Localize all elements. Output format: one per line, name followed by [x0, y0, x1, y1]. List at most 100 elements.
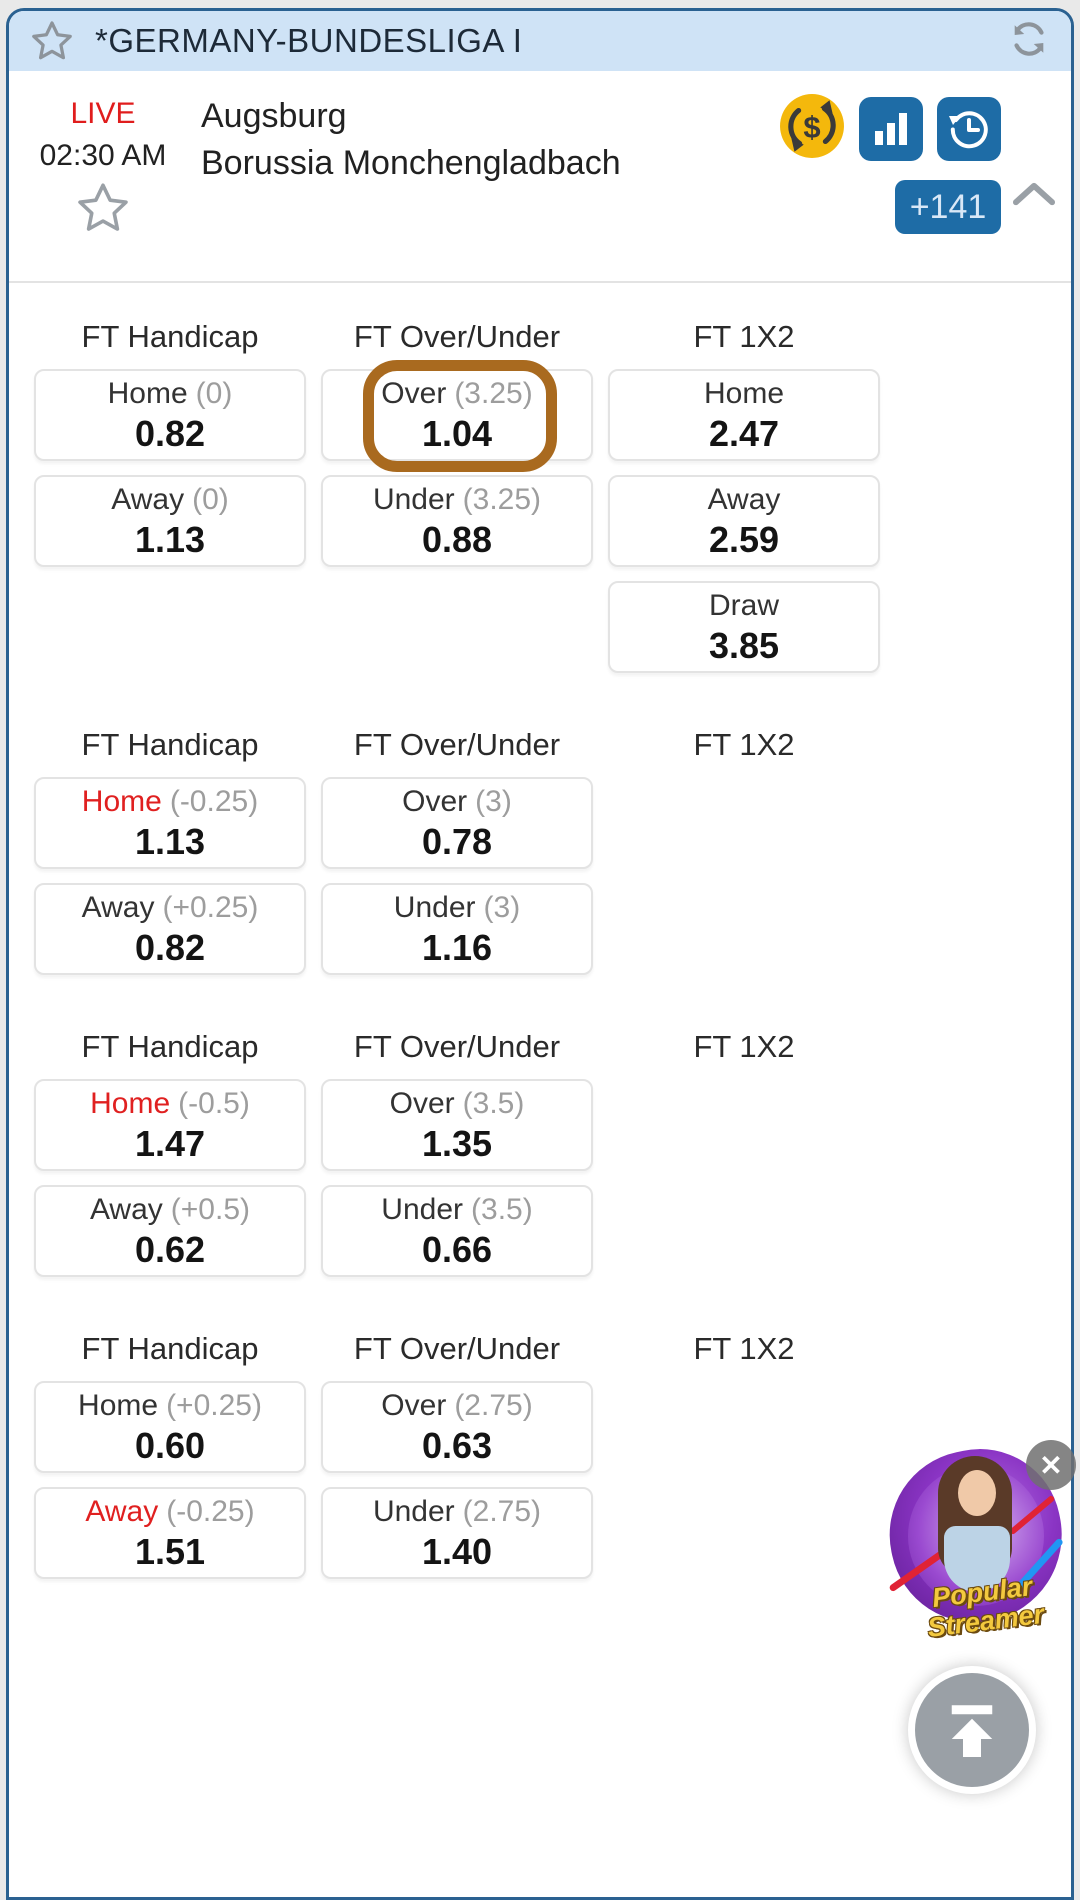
live-badge: LIVE [70, 97, 136, 130]
selection-label: Under [372, 482, 455, 516]
selection-label: Home [78, 1388, 159, 1422]
market-header: FT 1X2 [693, 1331, 795, 1366]
scroll-to-top-button[interactable] [908, 1666, 1036, 1794]
odds-button[interactable]: Over (2.75) 0.63 [321, 1381, 593, 1473]
selection-label: Away [81, 890, 155, 924]
odds-value: 0.66 [421, 1228, 493, 1270]
handicap-value: (3.5) [471, 1192, 533, 1226]
handicap-value: (-0.5) [178, 1086, 250, 1120]
odds-value: 1.35 [421, 1122, 493, 1164]
selection-label: Home [90, 1086, 171, 1120]
market-header: FT Handicap [81, 1331, 259, 1366]
selection-label: Away [707, 482, 781, 516]
handicap-value: (3) [483, 890, 521, 924]
odds-button[interactable]: Home (-0.25) 1.13 [34, 777, 306, 869]
odds-button[interactable]: Away (0) 1.13 [34, 475, 306, 567]
odds-value: 0.62 [134, 1228, 206, 1270]
market-section-3: FT Handicap FT Over/Under FT 1X2 Home (-0… [9, 1029, 1071, 1277]
chevron-up-icon[interactable] [1011, 179, 1057, 214]
odds-button[interactable]: Under (3) 1.16 [321, 883, 593, 975]
odds-value: 0.60 [134, 1424, 206, 1466]
section-divider [9, 281, 1071, 283]
match-meta: LIVE 02:30 AM [19, 93, 187, 281]
handicap-value: (3.25) [462, 482, 542, 516]
odds-value: 2.59 [708, 518, 780, 560]
odds-button[interactable]: Under (2.75) 1.40 [321, 1487, 593, 1579]
market-header: FT Over/Under [353, 319, 561, 354]
odds-value: 1.51 [134, 1530, 206, 1572]
market-header: FT 1X2 [693, 1029, 795, 1064]
odds-value: 0.78 [421, 820, 493, 862]
team-names[interactable]: Augsburg Borussia Monchengladbach [187, 93, 621, 281]
selection-label: Over [402, 784, 468, 818]
home-team-name: Augsburg [201, 97, 347, 135]
handicap-value: (2.75) [454, 1388, 533, 1422]
market-header: FT Over/Under [353, 727, 561, 762]
promo-banner[interactable]: Popular Streamer ✕ [873, 1433, 1079, 1644]
odds-button[interactable]: Away (-0.25) 1.51 [34, 1487, 306, 1579]
promo-streamer-face [958, 1470, 996, 1516]
market-section-1: FT Handicap FT Over/Under FT 1X2 Home (0)… [9, 319, 1071, 673]
handicap-value: (3) [475, 784, 512, 818]
selection-label: Away [111, 482, 185, 516]
handicap-value: (0) [195, 376, 233, 410]
handicap-value: (3.5) [462, 1086, 525, 1120]
handicap-value: (+0.25) [166, 1388, 262, 1422]
odds-button[interactable]: Away (+0.5) 0.62 [34, 1185, 306, 1277]
bar-chart-icon[interactable] [859, 96, 923, 161]
selection-label: Over [381, 376, 447, 410]
handicap-value: (+0.25) [162, 890, 259, 924]
market-header: FT Handicap [81, 727, 259, 762]
odds-button[interactable]: Away 2.59 [608, 475, 880, 567]
odds-value: 1.04 [421, 412, 493, 454]
selection-label: Over [381, 1388, 447, 1422]
money-exchange-icon[interactable]: $ [779, 93, 845, 164]
match-tools: $ [779, 93, 1001, 281]
favorite-star-icon[interactable] [74, 179, 132, 242]
away-team-name: Borussia Monchengladbach [201, 144, 621, 182]
odds-button[interactable]: Home 2.47 [608, 369, 880, 461]
selection-label: Under [381, 1192, 464, 1226]
odds-button[interactable]: Under (3.5) 0.66 [321, 1185, 593, 1277]
league-title: *GERMANY-BUNDESLIGA I [95, 22, 523, 59]
scroll-to-top-icon [951, 1705, 993, 1757]
odds-value: 0.63 [421, 1424, 493, 1466]
odds-value: 1.47 [134, 1122, 206, 1164]
market-header: FT 1X2 [693, 727, 795, 762]
odds-value: 3.85 [708, 624, 780, 666]
odds-button[interactable]: Home (-0.5) 1.47 [34, 1079, 306, 1171]
selection-label: Home [703, 376, 785, 410]
odds-value: 0.88 [421, 518, 493, 560]
odds-value: 0.82 [134, 412, 206, 454]
market-section-4: FT Handicap FT Over/Under FT 1X2 Home (+0… [9, 1331, 1071, 1579]
odds-button[interactable]: Away (+0.25) 0.82 [34, 883, 306, 975]
odds-button[interactable]: Over (3.5) 1.35 [321, 1079, 593, 1171]
odds-button[interactable]: Home (0) 0.82 [34, 369, 306, 461]
handicap-value: (-0.25) [166, 1494, 255, 1528]
selection-label: Draw [708, 588, 779, 622]
market-header: FT Handicap [81, 319, 259, 354]
market-header: FT Over/Under [353, 1331, 561, 1366]
odds-value: 2.47 [708, 412, 780, 454]
refresh-icon[interactable] [1007, 17, 1051, 66]
match-header: LIVE 02:30 AM Augsburg Borussia Moncheng… [9, 71, 1071, 281]
market-header: FT 1X2 [693, 319, 795, 354]
close-icon[interactable]: ✕ [1026, 1440, 1076, 1490]
kickoff-time: 02:30 AM [39, 139, 167, 172]
odds-button[interactable]: Over (3) 0.78 [321, 777, 593, 869]
clock-history-icon[interactable] [937, 96, 1001, 161]
odds-button[interactable]: Draw 3.85 [608, 581, 880, 673]
selection-label: Home [107, 376, 188, 410]
market-section-2: FT Handicap FT Over/Under FT 1X2 Home (-0… [9, 727, 1071, 975]
odds-value: 0.82 [134, 926, 206, 968]
selection-label: Under [372, 1494, 455, 1528]
star-icon[interactable] [29, 18, 75, 64]
odds-value: 1.13 [134, 820, 206, 862]
more-markets-badge[interactable]: +141 [895, 180, 1001, 234]
odds-button[interactable]: Under (3.25) 0.88 [321, 475, 593, 567]
odds-button[interactable]: Home (+0.25) 0.60 [34, 1381, 306, 1473]
selection-label: Away [85, 1494, 159, 1528]
league-header: *GERMANY-BUNDESLIGA I [9, 11, 1071, 71]
odds-button-highlighted[interactable]: Over (3.25) 1.04 [321, 360, 593, 472]
market-header: FT Over/Under [353, 1029, 561, 1064]
